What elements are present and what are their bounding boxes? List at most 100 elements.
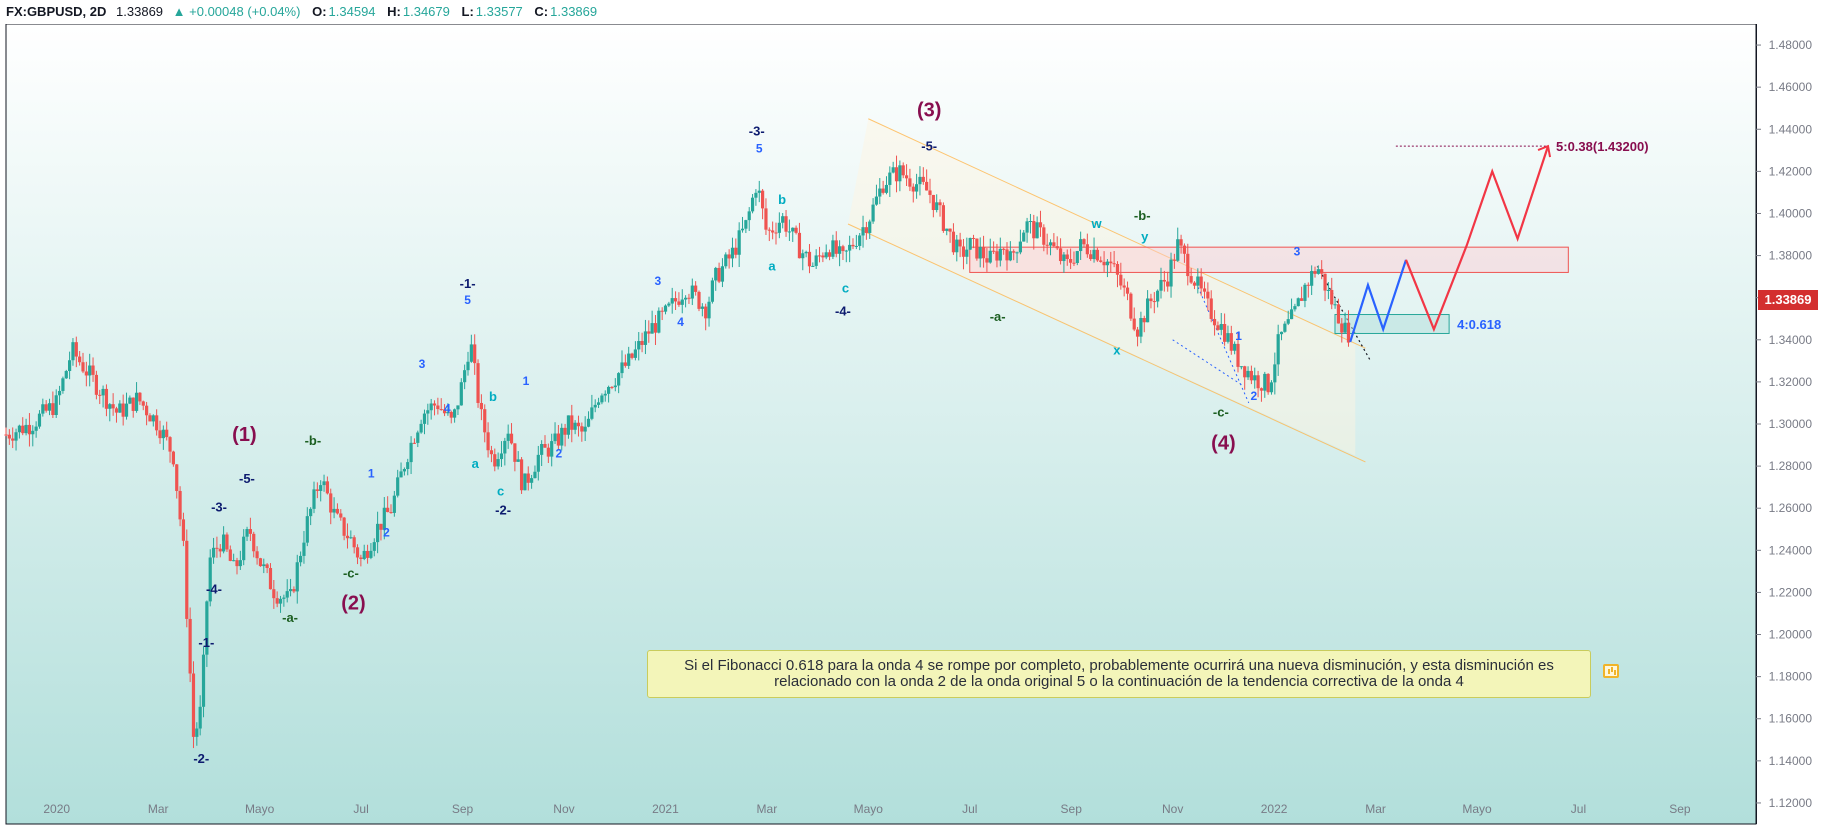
x-tick-label: Jul	[353, 802, 368, 816]
candle-up	[1159, 279, 1163, 291]
candle-up	[305, 516, 309, 543]
candle-up	[222, 534, 226, 552]
candle-down	[412, 442, 417, 444]
candle-down	[479, 402, 483, 410]
candle-up	[101, 388, 105, 396]
x-tick-label: Mar	[148, 802, 169, 816]
candle-down	[181, 519, 186, 541]
candle-down	[921, 176, 925, 182]
candle-up	[684, 297, 688, 300]
wave-label: (3)	[917, 100, 941, 122]
note-chart-icon[interactable]	[1603, 664, 1619, 678]
candle-up	[787, 231, 791, 233]
candle-up	[402, 469, 406, 472]
candle-up	[302, 542, 306, 556]
candle-down	[1340, 323, 1344, 333]
candle-up	[118, 403, 122, 413]
candle-down	[1330, 289, 1334, 305]
candle-up	[884, 184, 889, 193]
candle-down	[1216, 325, 1220, 330]
current-price-tag: 1.33869	[1758, 290, 1818, 310]
candle-up	[530, 478, 534, 483]
y-tick-label: 1.42000	[1769, 164, 1813, 178]
candle-down	[807, 251, 812, 267]
candle-down	[925, 181, 929, 191]
candle-up	[161, 429, 165, 439]
candle-up	[740, 228, 745, 231]
candle-up	[319, 485, 323, 491]
wave-label: -2-	[193, 751, 209, 766]
wave-label: -4-	[835, 304, 851, 319]
y-tick-label: 1.26000	[1769, 501, 1813, 515]
symbol-label[interactable]: FX:GBPUSD, 2D	[6, 4, 107, 19]
candle-down	[985, 258, 989, 263]
candle-up	[506, 433, 510, 441]
candle-up	[463, 370, 467, 383]
candle-up	[392, 495, 396, 513]
candle-up	[801, 253, 805, 259]
candle-up	[988, 250, 992, 263]
candle-up	[453, 409, 457, 418]
candle-up	[17, 425, 21, 433]
price-chart[interactable]: 4:0.618 5:0.38(1.43200) (1) -5- -3- -4- -1- -2…	[0, 24, 1828, 830]
candle-down	[258, 558, 263, 567]
annotation-note[interactable]: Si el Fibonacci 0.618 para la onda 4 se …	[647, 650, 1591, 698]
candle-down	[7, 434, 11, 439]
candle-up	[1015, 252, 1019, 254]
candle-up	[724, 254, 728, 267]
candle-down	[1052, 242, 1056, 247]
candle-up	[399, 471, 403, 478]
candle-up	[516, 459, 520, 462]
candle-down	[630, 353, 634, 358]
candle-up	[151, 415, 155, 422]
candle-down	[1055, 246, 1059, 249]
candle-up	[1169, 259, 1173, 287]
candle-down	[1323, 273, 1327, 291]
candle-down	[339, 513, 343, 518]
candle-down	[235, 560, 239, 567]
candle-down	[1058, 248, 1063, 262]
candle-up	[41, 404, 45, 414]
candle-up	[1279, 331, 1284, 335]
candle-down	[653, 323, 658, 333]
channel-fill	[848, 118, 1356, 456]
candle-up	[406, 462, 410, 470]
candle-down	[1129, 293, 1133, 319]
y-axis[interactable]: 1.12000 1.14000 1.16000 1.18000 1.20000 1.220…	[1756, 24, 1827, 830]
candle-up	[1246, 370, 1250, 378]
candle-down	[1162, 279, 1166, 282]
candle-up	[1105, 261, 1110, 266]
candle-up	[1146, 298, 1150, 323]
candle-up	[1196, 276, 1200, 286]
candle-down	[1320, 269, 1324, 274]
candle-down	[185, 540, 189, 619]
wave-label: x	[1113, 343, 1121, 358]
candle-down	[329, 493, 333, 513]
x-axis[interactable]: 2020 Mar Mayo Jul Sep Nov 2021 Mar Mayo Jul Sep Nov…	[43, 802, 1691, 816]
candle-down	[81, 362, 85, 372]
wave-label: 1	[1235, 329, 1242, 343]
wave-label: a	[768, 258, 776, 273]
candle-up	[590, 407, 594, 419]
candle-down	[951, 231, 956, 253]
candle-up	[667, 303, 671, 306]
wave-label: 5	[756, 141, 763, 155]
candle-down	[476, 363, 480, 403]
candle-down	[1005, 249, 1009, 261]
candle-down	[904, 175, 909, 179]
candle-down	[734, 247, 738, 255]
y-tick-label: 1.28000	[1769, 459, 1813, 473]
candle-down	[1346, 322, 1351, 343]
candle-up	[1075, 251, 1079, 264]
candle-up	[814, 255, 818, 266]
candle-down	[958, 239, 962, 247]
candle-up	[583, 426, 587, 432]
candle-down	[1149, 298, 1153, 302]
candle-up	[1226, 333, 1230, 342]
candle-down	[1115, 264, 1120, 275]
candles-layer	[4, 155, 1351, 749]
y-tick-label: 1.20000	[1769, 628, 1813, 642]
y-tick-label: 1.22000	[1769, 585, 1813, 599]
candle-down	[325, 481, 329, 494]
wave-label: w	[1091, 216, 1103, 231]
